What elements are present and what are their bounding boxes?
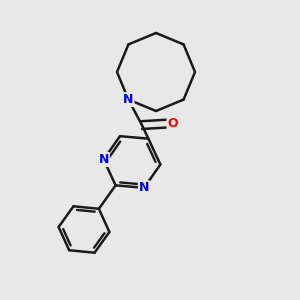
- Text: N: N: [139, 181, 149, 194]
- Text: O: O: [167, 117, 178, 130]
- Text: N: N: [123, 93, 134, 106]
- Text: N: N: [98, 153, 109, 166]
